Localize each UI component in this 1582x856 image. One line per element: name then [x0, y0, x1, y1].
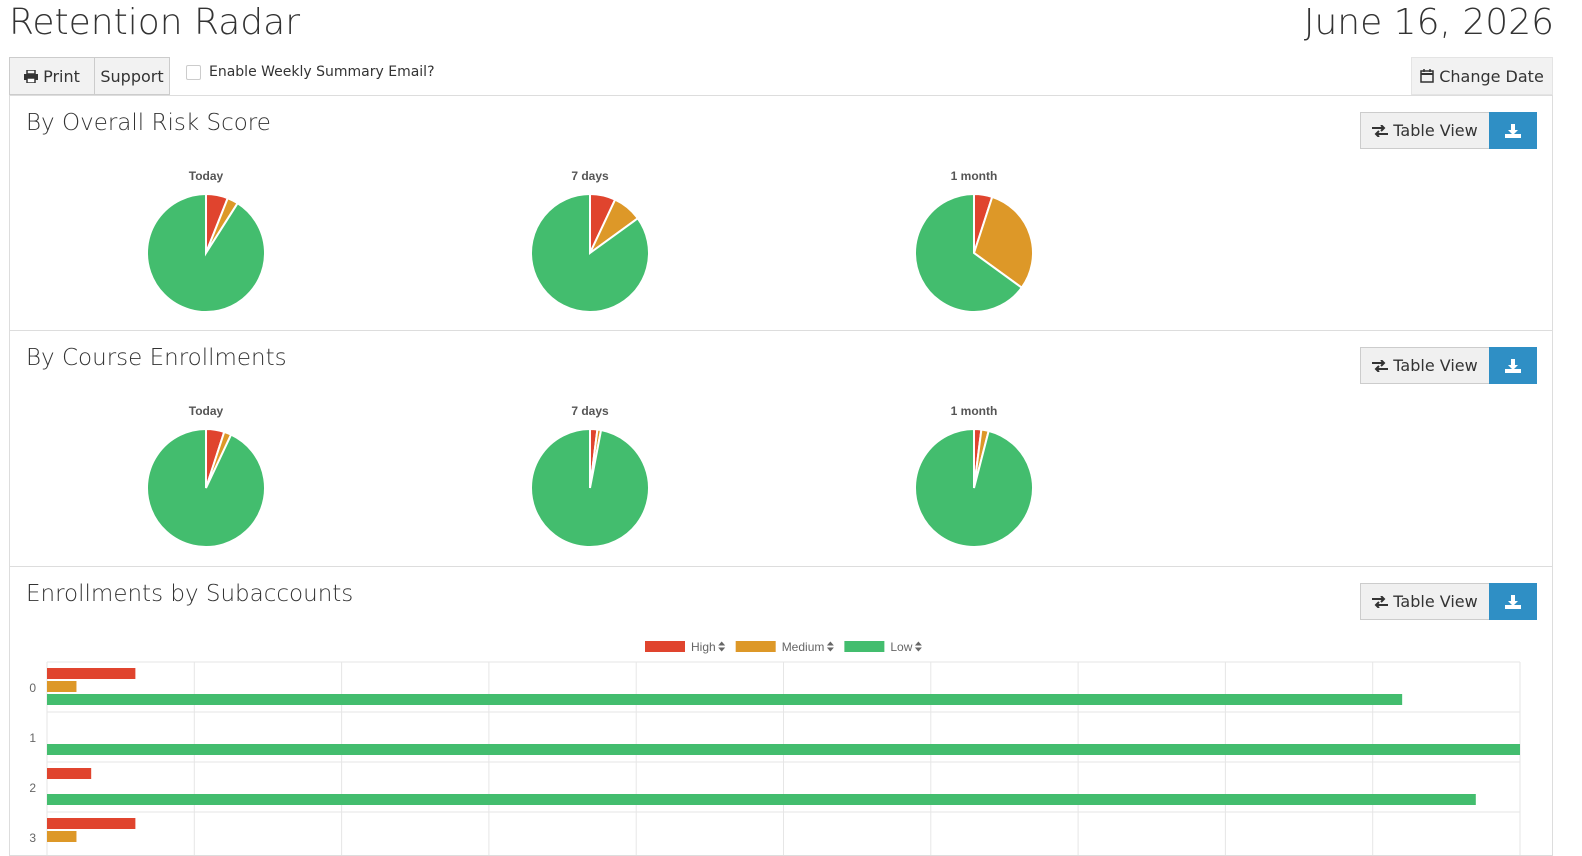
- report-date: June 16, 2026: [1303, 2, 1554, 43]
- y-tick-label: 3: [29, 831, 36, 845]
- chart: High Medium Low 0 1 2 3: [29, 640, 1521, 855]
- chart-panel: Enrollments by Subaccounts Table View High…: [9, 566, 1553, 856]
- panel-title: Enrollments by Subaccounts: [26, 581, 354, 607]
- download-button[interactable]: [1489, 112, 1537, 149]
- pie-title: 7 days: [571, 169, 609, 183]
- download-icon: [1505, 594, 1521, 609]
- sort-icon: [718, 641, 726, 652]
- pie-slice: [914, 192, 1024, 313]
- pie-title: Today: [189, 404, 224, 418]
- download-icon: [1505, 358, 1521, 373]
- support-label: Support: [100, 66, 164, 86]
- y-tick-label: 2: [29, 781, 36, 795]
- table-view-label: Table View: [1393, 121, 1478, 140]
- swap-icon: [1372, 124, 1389, 137]
- bar: [47, 668, 136, 679]
- y-tick-label: 0: [29, 681, 36, 695]
- chart-panel: By Course Enrollments Table View Today 7 da…: [9, 330, 1553, 567]
- pie-slice: [914, 427, 1034, 548]
- change-date-label: Change Date: [1439, 66, 1544, 86]
- chart-panel: By Overall Risk Score Table View Today 7 da…: [9, 95, 1553, 331]
- bar: [47, 694, 1403, 705]
- legend-label[interactable]: Medium: [782, 640, 825, 654]
- table-view-button[interactable]: Table View: [1360, 583, 1490, 620]
- download-button[interactable]: [1489, 583, 1537, 620]
- legend-swatch: [844, 641, 885, 652]
- calendar-icon: [1420, 69, 1434, 83]
- swap-icon: [1372, 595, 1389, 608]
- legend-label[interactable]: High: [691, 640, 716, 654]
- pie-title: 1 month: [951, 404, 998, 418]
- swap-icon: [1372, 359, 1389, 372]
- chart: Today 7 days 1 month: [146, 169, 1034, 313]
- bar: [47, 744, 1520, 755]
- panel-title: By Course Enrollments: [26, 345, 287, 371]
- legend-label[interactable]: Low: [890, 640, 912, 654]
- download-button[interactable]: [1489, 347, 1537, 384]
- table-view-label: Table View: [1393, 356, 1478, 375]
- pie-slice: [530, 192, 650, 313]
- sort-icon: [826, 641, 834, 652]
- bar: [47, 794, 1476, 805]
- sort-icon: [914, 641, 922, 652]
- panel-title: By Overall Risk Score: [26, 110, 271, 136]
- email-checkbox[interactable]: [186, 65, 201, 80]
- pie-slice: [146, 192, 266, 313]
- print-button[interactable]: Print: [9, 57, 95, 95]
- table-view-button[interactable]: Table View: [1360, 347, 1490, 384]
- bar: [47, 681, 77, 692]
- page-title: Retention Radar: [9, 2, 301, 43]
- email-checkbox-label: Enable Weekly Summary Email?: [209, 64, 435, 80]
- pie-title: 7 days: [571, 404, 609, 418]
- pie-title: Today: [189, 169, 224, 183]
- pie-slice: [530, 427, 650, 548]
- pie-title: 1 month: [951, 169, 998, 183]
- y-tick-label: 1: [29, 731, 36, 745]
- print-label: Print: [43, 66, 80, 86]
- legend-swatch: [645, 641, 685, 652]
- bar: [47, 818, 136, 829]
- legend-swatch: [735, 641, 776, 652]
- bar: [47, 831, 77, 842]
- pie-slice: [146, 427, 266, 548]
- bar: [47, 768, 92, 779]
- change-date-button[interactable]: Change Date: [1411, 57, 1553, 95]
- chart: Today 7 days 1 month: [146, 404, 1034, 548]
- print-icon: [24, 69, 39, 83]
- support-button[interactable]: Support: [94, 57, 170, 95]
- download-icon: [1505, 123, 1521, 138]
- pie-slice: [972, 195, 1034, 290]
- table-view-label: Table View: [1393, 592, 1478, 611]
